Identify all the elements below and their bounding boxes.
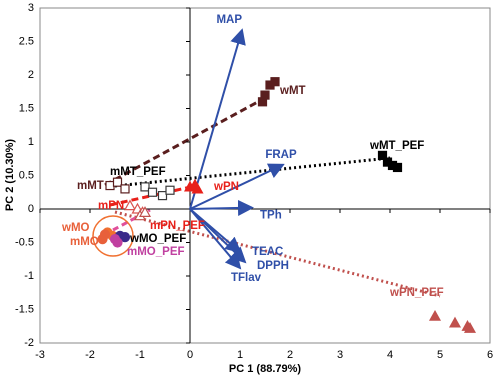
point <box>120 184 130 194</box>
y-tick-label: -0.5 <box>15 236 34 248</box>
point <box>112 177 123 187</box>
x-tick-label: -2 <box>85 349 95 361</box>
point <box>448 316 462 328</box>
y-tick-label: 0 <box>28 203 34 215</box>
x-tick-label: 2 <box>287 349 293 361</box>
x-axis-label: PC 1 (88.79%) <box>229 363 301 375</box>
x-tick-label: 0 <box>187 349 193 361</box>
y-tick-label: 2 <box>28 69 34 81</box>
point <box>123 199 137 211</box>
y-tick-label: 2.5 <box>19 35 34 47</box>
point <box>119 232 131 243</box>
y-tick-label: -2 <box>24 337 34 349</box>
plot-frame <box>39 7 491 344</box>
x-tick-label: 6 <box>487 349 493 361</box>
y-tick-label: 1 <box>28 136 34 148</box>
group-label: mPN <box>98 200 124 212</box>
group-label: wPN <box>213 181 239 193</box>
point <box>377 150 388 160</box>
point <box>138 206 152 217</box>
group-label: mMO_PEF <box>127 246 185 258</box>
loading-label: FRAP <box>265 149 297 161</box>
group-label: wMO_PEF <box>129 233 186 245</box>
group-label: mMO <box>70 236 99 248</box>
loading-vector <box>189 28 246 210</box>
point <box>270 77 280 87</box>
point <box>112 237 123 248</box>
group-label: wMT_PEF <box>369 140 424 152</box>
x-tick-label: 5 <box>437 349 443 361</box>
point <box>191 182 204 194</box>
loading-label: TEAC <box>252 246 283 258</box>
x-tick-label: 3 <box>337 349 343 361</box>
point <box>260 90 270 100</box>
point <box>165 185 175 195</box>
group-label: wMT <box>279 85 306 97</box>
group-label: mMT <box>77 180 104 192</box>
loading-vector <box>189 163 285 210</box>
point <box>140 182 150 192</box>
y-tick-label: 0.5 <box>19 169 34 181</box>
point <box>99 229 111 240</box>
point <box>428 309 442 321</box>
connector <box>109 184 196 207</box>
group-label: mPN_PEF <box>150 220 205 232</box>
point <box>157 191 168 201</box>
point <box>392 162 403 173</box>
x-tick-label: 1 <box>237 349 243 361</box>
point <box>105 180 115 191</box>
y-tick-label: -1.5 <box>15 303 34 315</box>
loading-label: MAP <box>216 14 242 26</box>
y-axis-label: PC 2 (10.30%) <box>4 139 16 211</box>
group-label: wMO <box>61 222 90 234</box>
x-tick-label: -1 <box>135 349 145 361</box>
y-tick-label: 3 <box>28 2 34 14</box>
loading-label: DPPH <box>257 260 289 272</box>
loading-vector <box>189 208 247 264</box>
loading-vector <box>189 208 242 270</box>
point <box>147 187 158 197</box>
connector <box>104 96 266 187</box>
connector <box>114 156 391 188</box>
cluster-ring <box>92 215 134 257</box>
connector <box>114 210 441 298</box>
y-tick-label: 1.5 <box>19 102 34 114</box>
group-label: wPN_PEF <box>389 287 444 299</box>
x-tick-label: -3 <box>35 349 45 361</box>
point <box>463 322 477 333</box>
x-tick-label: 4 <box>387 349 393 361</box>
group-label: mMT_PEF <box>110 166 166 178</box>
loading-label: TFlav <box>231 272 262 284</box>
loading-label: TPh <box>260 210 282 222</box>
y-tick-label: -1 <box>24 270 34 282</box>
loading-vector <box>189 199 254 216</box>
